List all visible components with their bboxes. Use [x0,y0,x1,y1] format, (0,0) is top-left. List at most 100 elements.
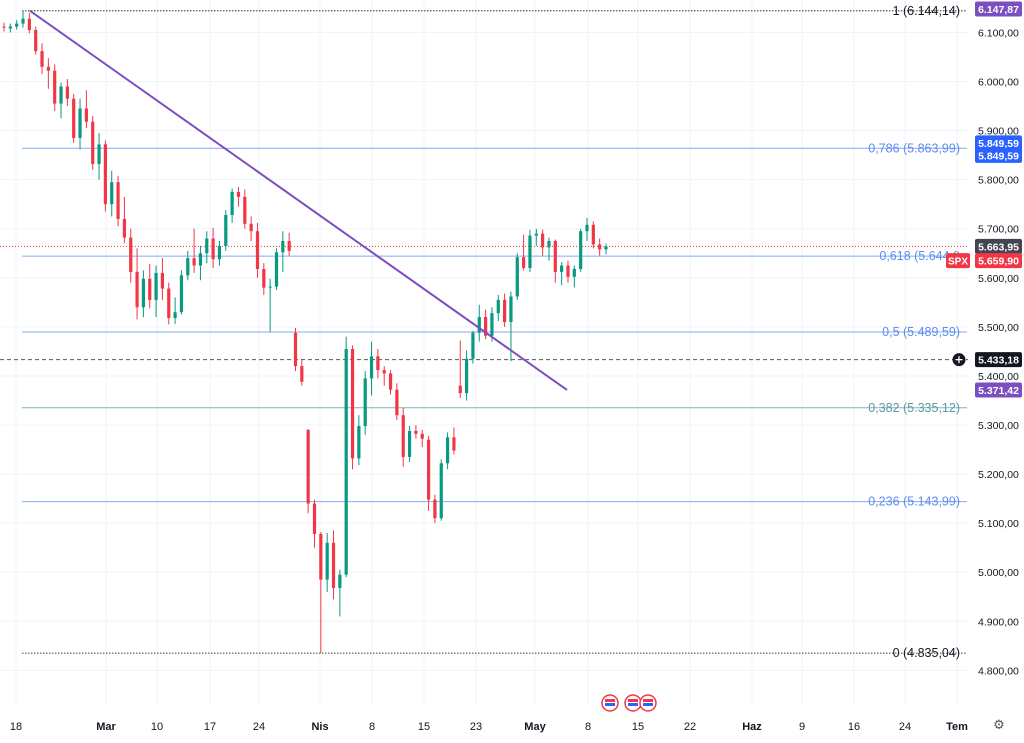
candle-body[interactable] [579,231,583,269]
candle-body[interactable] [439,463,443,519]
candle-body[interactable] [484,317,488,336]
candle-body[interactable] [585,224,589,232]
candle-body[interactable] [503,299,507,322]
candle-body[interactable] [541,233,545,248]
candle-body[interactable] [490,313,494,336]
candle-body[interactable] [224,214,228,246]
candle-body[interactable] [591,224,595,245]
candle-body[interactable] [312,503,317,534]
candle-body[interactable] [509,296,513,322]
candle-body[interactable] [78,108,82,138]
candle-body[interactable] [40,51,44,67]
candle-body[interactable] [477,317,481,333]
candle-body[interactable] [179,275,184,313]
candle-body[interactable] [8,26,12,29]
candle-body[interactable] [414,430,418,434]
candle-body[interactable] [293,332,298,367]
candle-body[interactable] [350,348,355,459]
candle-body[interactable] [388,373,393,390]
candle-body[interactable] [420,433,424,439]
candle-body[interactable] [426,439,431,500]
candle-body[interactable] [103,144,107,205]
candle-body[interactable] [2,26,6,28]
candle-body[interactable] [97,144,101,164]
candle-body[interactable] [192,258,196,266]
candle-body[interactable] [141,278,146,308]
candle-body[interactable] [566,265,570,277]
candle-body[interactable] [27,18,31,30]
trendline[interactable] [29,10,568,391]
candle-body[interactable] [338,574,342,588]
candle-body[interactable] [369,356,374,379]
candle-body[interactable] [84,108,88,122]
candle-body[interactable] [325,542,329,580]
candle-body[interactable] [173,312,177,319]
candle-body[interactable] [148,278,152,300]
candle-body[interactable] [458,385,462,394]
candle-body[interactable] [344,348,348,575]
candle-body[interactable] [249,223,253,232]
candle-body[interactable] [281,240,285,253]
candle-body[interactable] [464,358,469,394]
candle-body[interactable] [471,332,475,359]
candle-body[interactable] [528,235,532,268]
candle-body[interactable] [604,246,608,250]
candle-body[interactable] [522,257,526,268]
candle-body[interactable] [186,258,190,276]
candle-body[interactable] [211,238,215,260]
candle-body[interactable] [15,23,19,27]
candle-body[interactable] [262,268,266,288]
candle-body[interactable] [445,437,450,464]
candle-body[interactable] [116,182,120,219]
candle-body[interactable] [129,237,133,272]
candle-body[interactable] [154,272,158,300]
candle-body[interactable] [598,244,602,250]
candle-body[interactable] [198,253,203,266]
candle-body[interactable] [243,196,247,224]
candle-body[interactable] [452,437,456,451]
candle-body[interactable] [53,70,57,104]
candle-body[interactable] [46,66,50,71]
candle-body[interactable] [357,425,361,459]
candle-body[interactable] [547,240,551,248]
candle-body[interactable] [236,191,241,197]
candle-body[interactable] [21,18,25,24]
candle-body[interactable] [274,252,279,287]
candle-body[interactable] [496,299,500,314]
candle-body[interactable] [433,499,437,519]
candle-body[interactable] [534,233,538,236]
candle-body[interactable] [376,356,380,371]
candle-body[interactable] [560,265,564,272]
chart-settings-button[interactable]: ⚙ [990,716,1008,734]
candle-body[interactable] [319,533,323,580]
candle-body[interactable] [65,86,69,99]
candle-body[interactable] [395,389,399,416]
candle-body[interactable] [167,288,171,319]
candle-body[interactable] [217,245,222,260]
candle-body[interactable] [34,29,38,52]
candle-body[interactable] [205,238,209,254]
candle-body[interactable] [331,542,336,588]
candle-body[interactable] [160,272,165,289]
candle-body[interactable] [382,370,386,374]
candle-body[interactable] [300,366,304,382]
candle-body[interactable] [135,271,139,308]
candle-body[interactable] [122,218,126,238]
candle-body[interactable] [110,182,114,205]
candle-body[interactable] [363,378,367,426]
candle-body[interactable] [59,86,63,104]
candle-body[interactable] [306,429,310,504]
candle-body[interactable] [553,240,557,272]
candle-body[interactable] [72,98,76,138]
candle-body[interactable] [230,191,234,215]
candle-body[interactable] [407,430,412,457]
candle-body[interactable] [572,268,576,277]
candle-body[interactable] [268,286,272,288]
candle-body[interactable] [401,415,405,457]
candle-body[interactable] [91,121,95,164]
candle-body[interactable] [515,257,519,297]
candle-body[interactable] [287,240,291,251]
candle-body[interactable] [255,231,260,269]
